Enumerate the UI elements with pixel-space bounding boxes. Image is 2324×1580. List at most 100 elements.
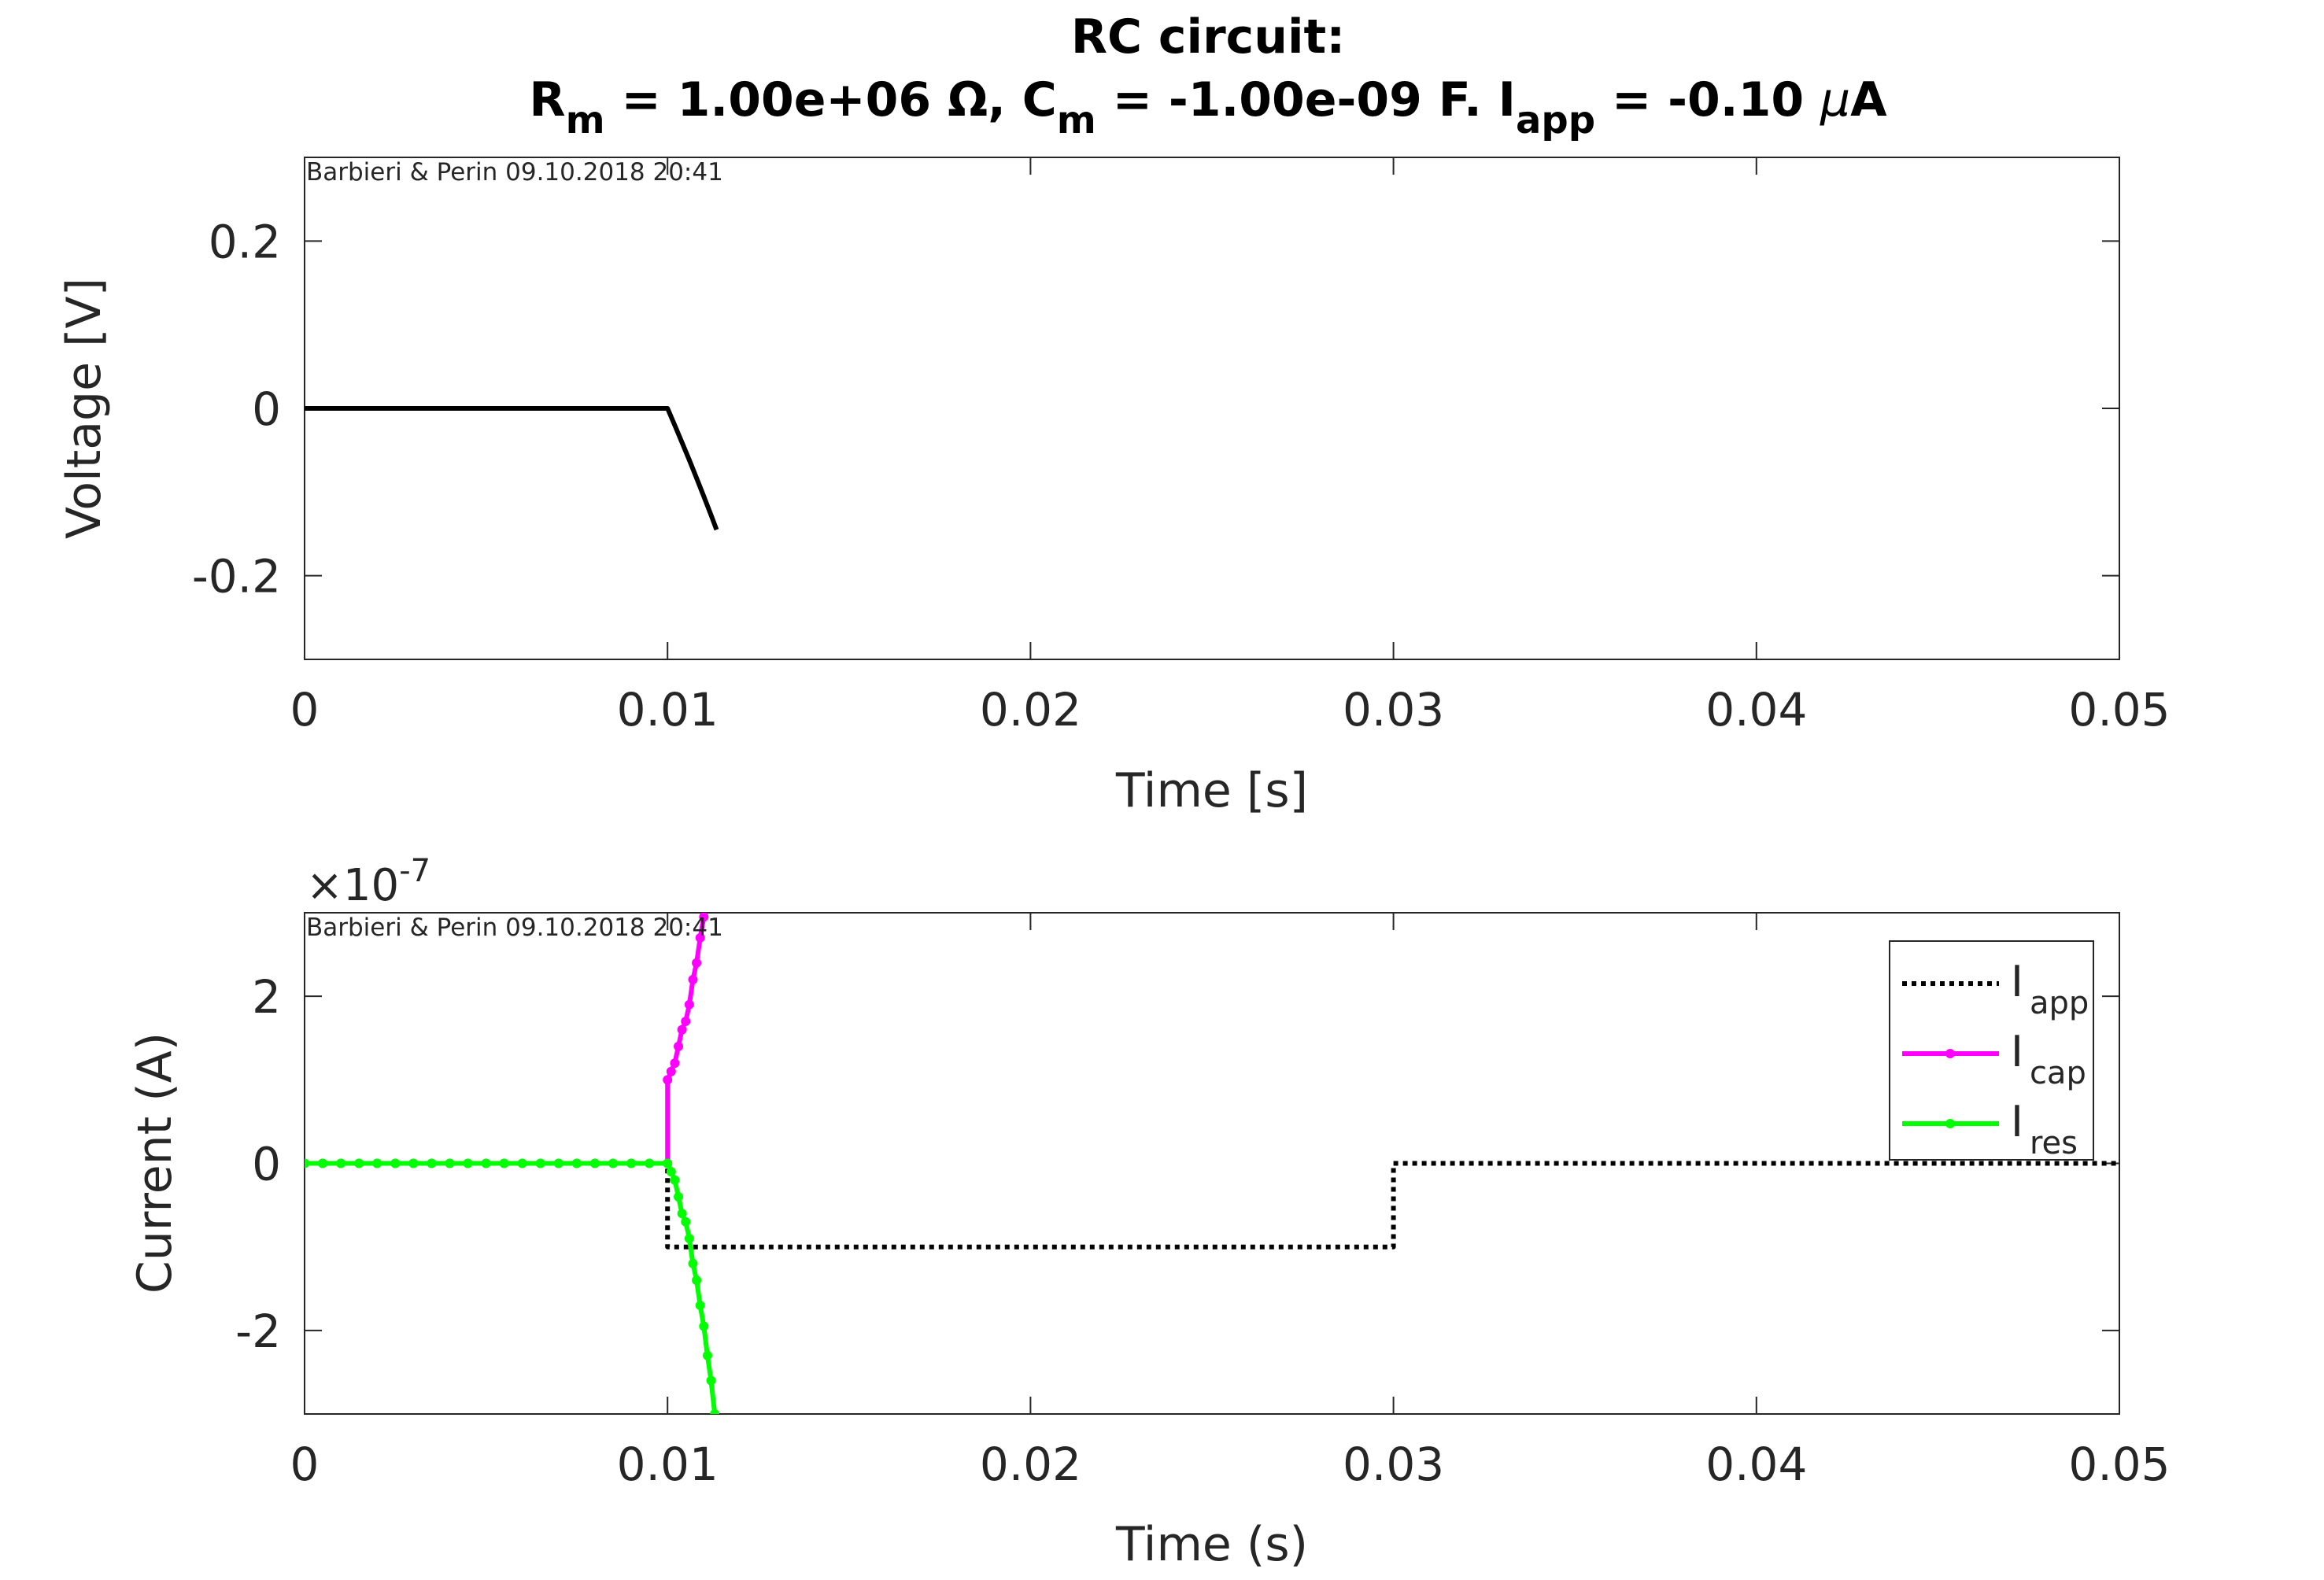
current-series-point [663,1075,673,1085]
chart-title-line2: Rm = 1.00e+06 Ω, Cm = -1.00e-09 F. Iapp … [529,72,1887,142]
current-series-point [692,1275,702,1286]
current-series-point [681,1216,691,1227]
current-series-point [688,1258,698,1268]
voltage-x-axis-label: Time [s] [1115,763,1308,818]
current-series-point [699,913,709,922]
current-x-tick-label: 0.02 [980,1438,1081,1491]
current-series-point [674,1191,684,1202]
title-part: = -1.00e-09 F. I [1096,72,1516,127]
current-series-point [684,1234,694,1244]
voltage-x-tick-label: 0.05 [2068,683,2170,736]
legend-label-sub: app [2030,985,2089,1021]
current-series-point [695,932,705,943]
current-y-tick-label: -2 [235,1305,281,1358]
title-part: R [529,72,565,127]
voltage-x-tick-label: 0 [290,683,320,736]
voltage-y-axis-label: Voltage [V] [57,278,112,539]
current-series-point [517,1158,527,1168]
current-series-point [589,1158,600,1168]
voltage-x-tick-label: 0.01 [617,683,719,736]
current-panel: 0 0.01 0.02 0.03 0.04 0.05 -2 0 2 Barbieri & Pe… [127,853,2171,1572]
current-x-tick-label: 0.01 [617,1438,719,1491]
current-series-point [626,1158,637,1168]
voltage-x-tick-label: 0.02 [980,683,1081,736]
current-series-point [305,1158,309,1168]
voltage-series-line-0 [305,406,719,531]
current-series-point [684,999,694,1010]
current-y-tick-label: 0 [252,1138,281,1191]
current-series [305,913,2119,1414]
current-series-point [681,1017,691,1027]
current-x-tick-label: 0.05 [2068,1438,2170,1491]
current-series-point [710,1409,720,1414]
current-series-point [408,1158,419,1168]
current-series-point [699,1321,709,1331]
current-series-point [336,1158,346,1168]
current-series-point [354,1158,364,1168]
current-series-point [427,1158,437,1168]
current-y-tick-label: 2 [252,970,281,1024]
current-x-tick-labels: 0 0.01 0.02 0.03 0.04 0.05 [290,1438,2171,1491]
current-series-point [677,1209,687,1219]
exponent-base: ×10 [306,860,399,911]
current-series-point [670,1175,680,1185]
legend-marker [1945,1049,1955,1058]
voltage-series [305,406,719,531]
current-series-point [677,1024,687,1035]
title-part: app [1516,98,1595,142]
current-series-point [535,1158,545,1168]
current-series-point [463,1158,473,1168]
voltage-y-tick-labels: -0.2 0 0.2 [192,215,281,603]
legend-label-main: I [2011,1097,2023,1146]
title-part: m [1057,98,1096,142]
voltage-watermark: Barbieri & Perin 09.10.2018 20:41 [306,158,723,186]
current-series-point [666,1167,676,1177]
voltage-axis-ticks [304,157,2120,659]
legend-label-sub: res [2030,1125,2078,1161]
current-series-point [553,1158,563,1168]
legend-label-main: I [2011,1027,2023,1076]
current-y-axis-label: Current (A) [127,1032,183,1294]
current-series-point [318,1158,328,1168]
current-series-point [663,1158,673,1168]
current-series-point [645,1158,655,1168]
current-series-point [670,1058,680,1069]
title-part: μ [1820,72,1850,127]
current-x-tick-label: 0 [290,1438,320,1491]
title-part: = -0.10 [1595,72,1820,127]
current-watermark: Barbieri & Perin 09.10.2018 20:41 [306,914,723,942]
voltage-y-tick-label: 0.2 [209,215,281,268]
voltage-x-tick-label: 0.03 [1343,683,1444,736]
voltage-x-tick-label: 0.04 [1705,683,1807,736]
legend-label-sub: cap [2030,1055,2086,1091]
chart-title-line1: RC circuit: [1071,9,1345,65]
voltage-panel: 0 0.01 0.02 0.03 0.04 0.05 -0.2 0 0.2 Barbieri … [57,157,2171,818]
title-part: = 1.00e+06 Ω, C [605,72,1057,127]
current-series-point [702,1350,712,1360]
voltage-x-tick-labels: 0 0.01 0.02 0.03 0.04 0.05 [290,683,2171,736]
current-series-point [666,1066,676,1076]
current-x-tick-label: 0.04 [1705,1438,1807,1491]
current-series-point [481,1158,491,1168]
voltage-y-tick-label: 0 [252,382,281,436]
current-y-exponent: ×10-7 [306,853,430,911]
current-series-point [390,1158,401,1168]
current-series-point [608,1158,619,1168]
current-y-tick-labels: -2 0 2 [235,970,281,1358]
legend-label-main: I [2011,957,2023,1006]
current-series-point [445,1158,455,1168]
current-series-line-2 [305,1161,718,1414]
current-series-point [688,974,698,984]
current-x-axis-label: Time (s) [1115,1517,1308,1572]
title-part: m [566,98,605,142]
current-series-point [372,1158,382,1168]
title-part: A [1850,72,1887,127]
